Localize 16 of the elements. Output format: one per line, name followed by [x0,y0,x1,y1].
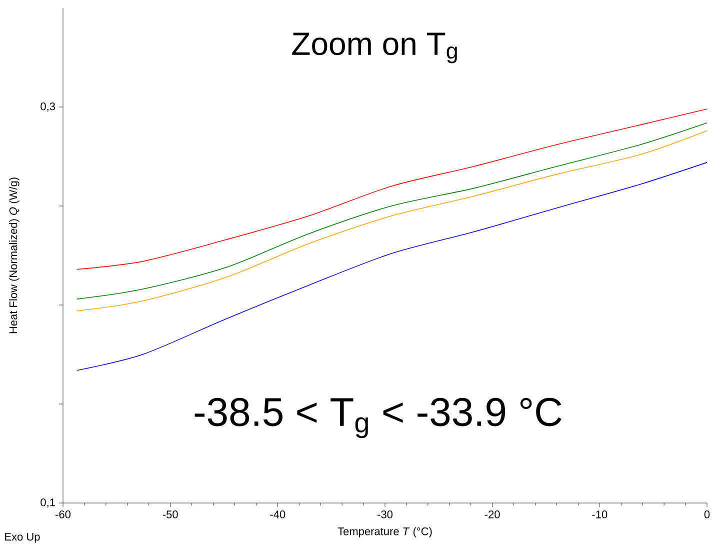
x-tick-label: -50 [162,510,178,518]
x-tick-label: -20 [484,510,500,518]
line-series [76,162,708,371]
annotation: Zoom on T$_{g}$ [292,32,457,64]
text: Exo Up [5,532,40,543]
x-tick-label: -40 [270,510,286,518]
y-axis-title: Heat Flow (Normalized) Q (W/g) [9,178,20,334]
x-axis-title: Temperature T (°C) [338,527,432,538]
annotation: -38.5 < T$_{g}$ < -33.9 °C [194,398,562,438]
x-tick-label: -60 [56,510,71,518]
x-tick-label: -10 [592,510,608,518]
line-series [76,108,708,270]
x-tick-label: 0 [704,510,710,518]
x-tick-label: -30 [378,510,393,518]
y-tick-label: 0,1 [40,498,55,508]
y-tick-label: 0,3 [40,102,56,112]
